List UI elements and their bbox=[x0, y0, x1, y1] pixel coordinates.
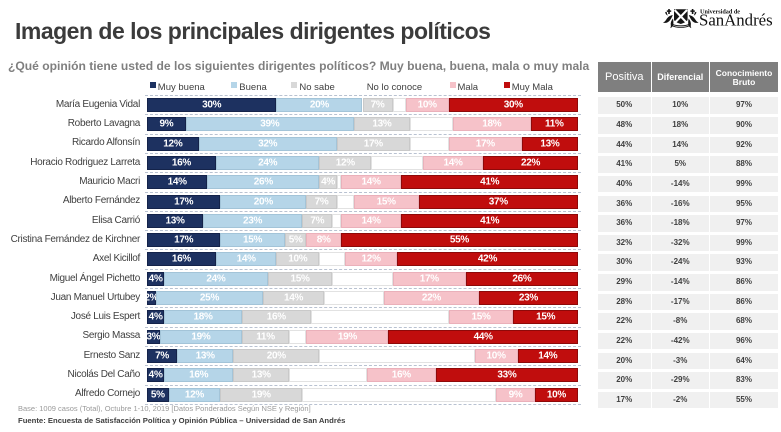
svg-text:SanAndrés: SanAndrés bbox=[699, 11, 773, 30]
svg-text:Universidad de: Universidad de bbox=[700, 9, 740, 16]
